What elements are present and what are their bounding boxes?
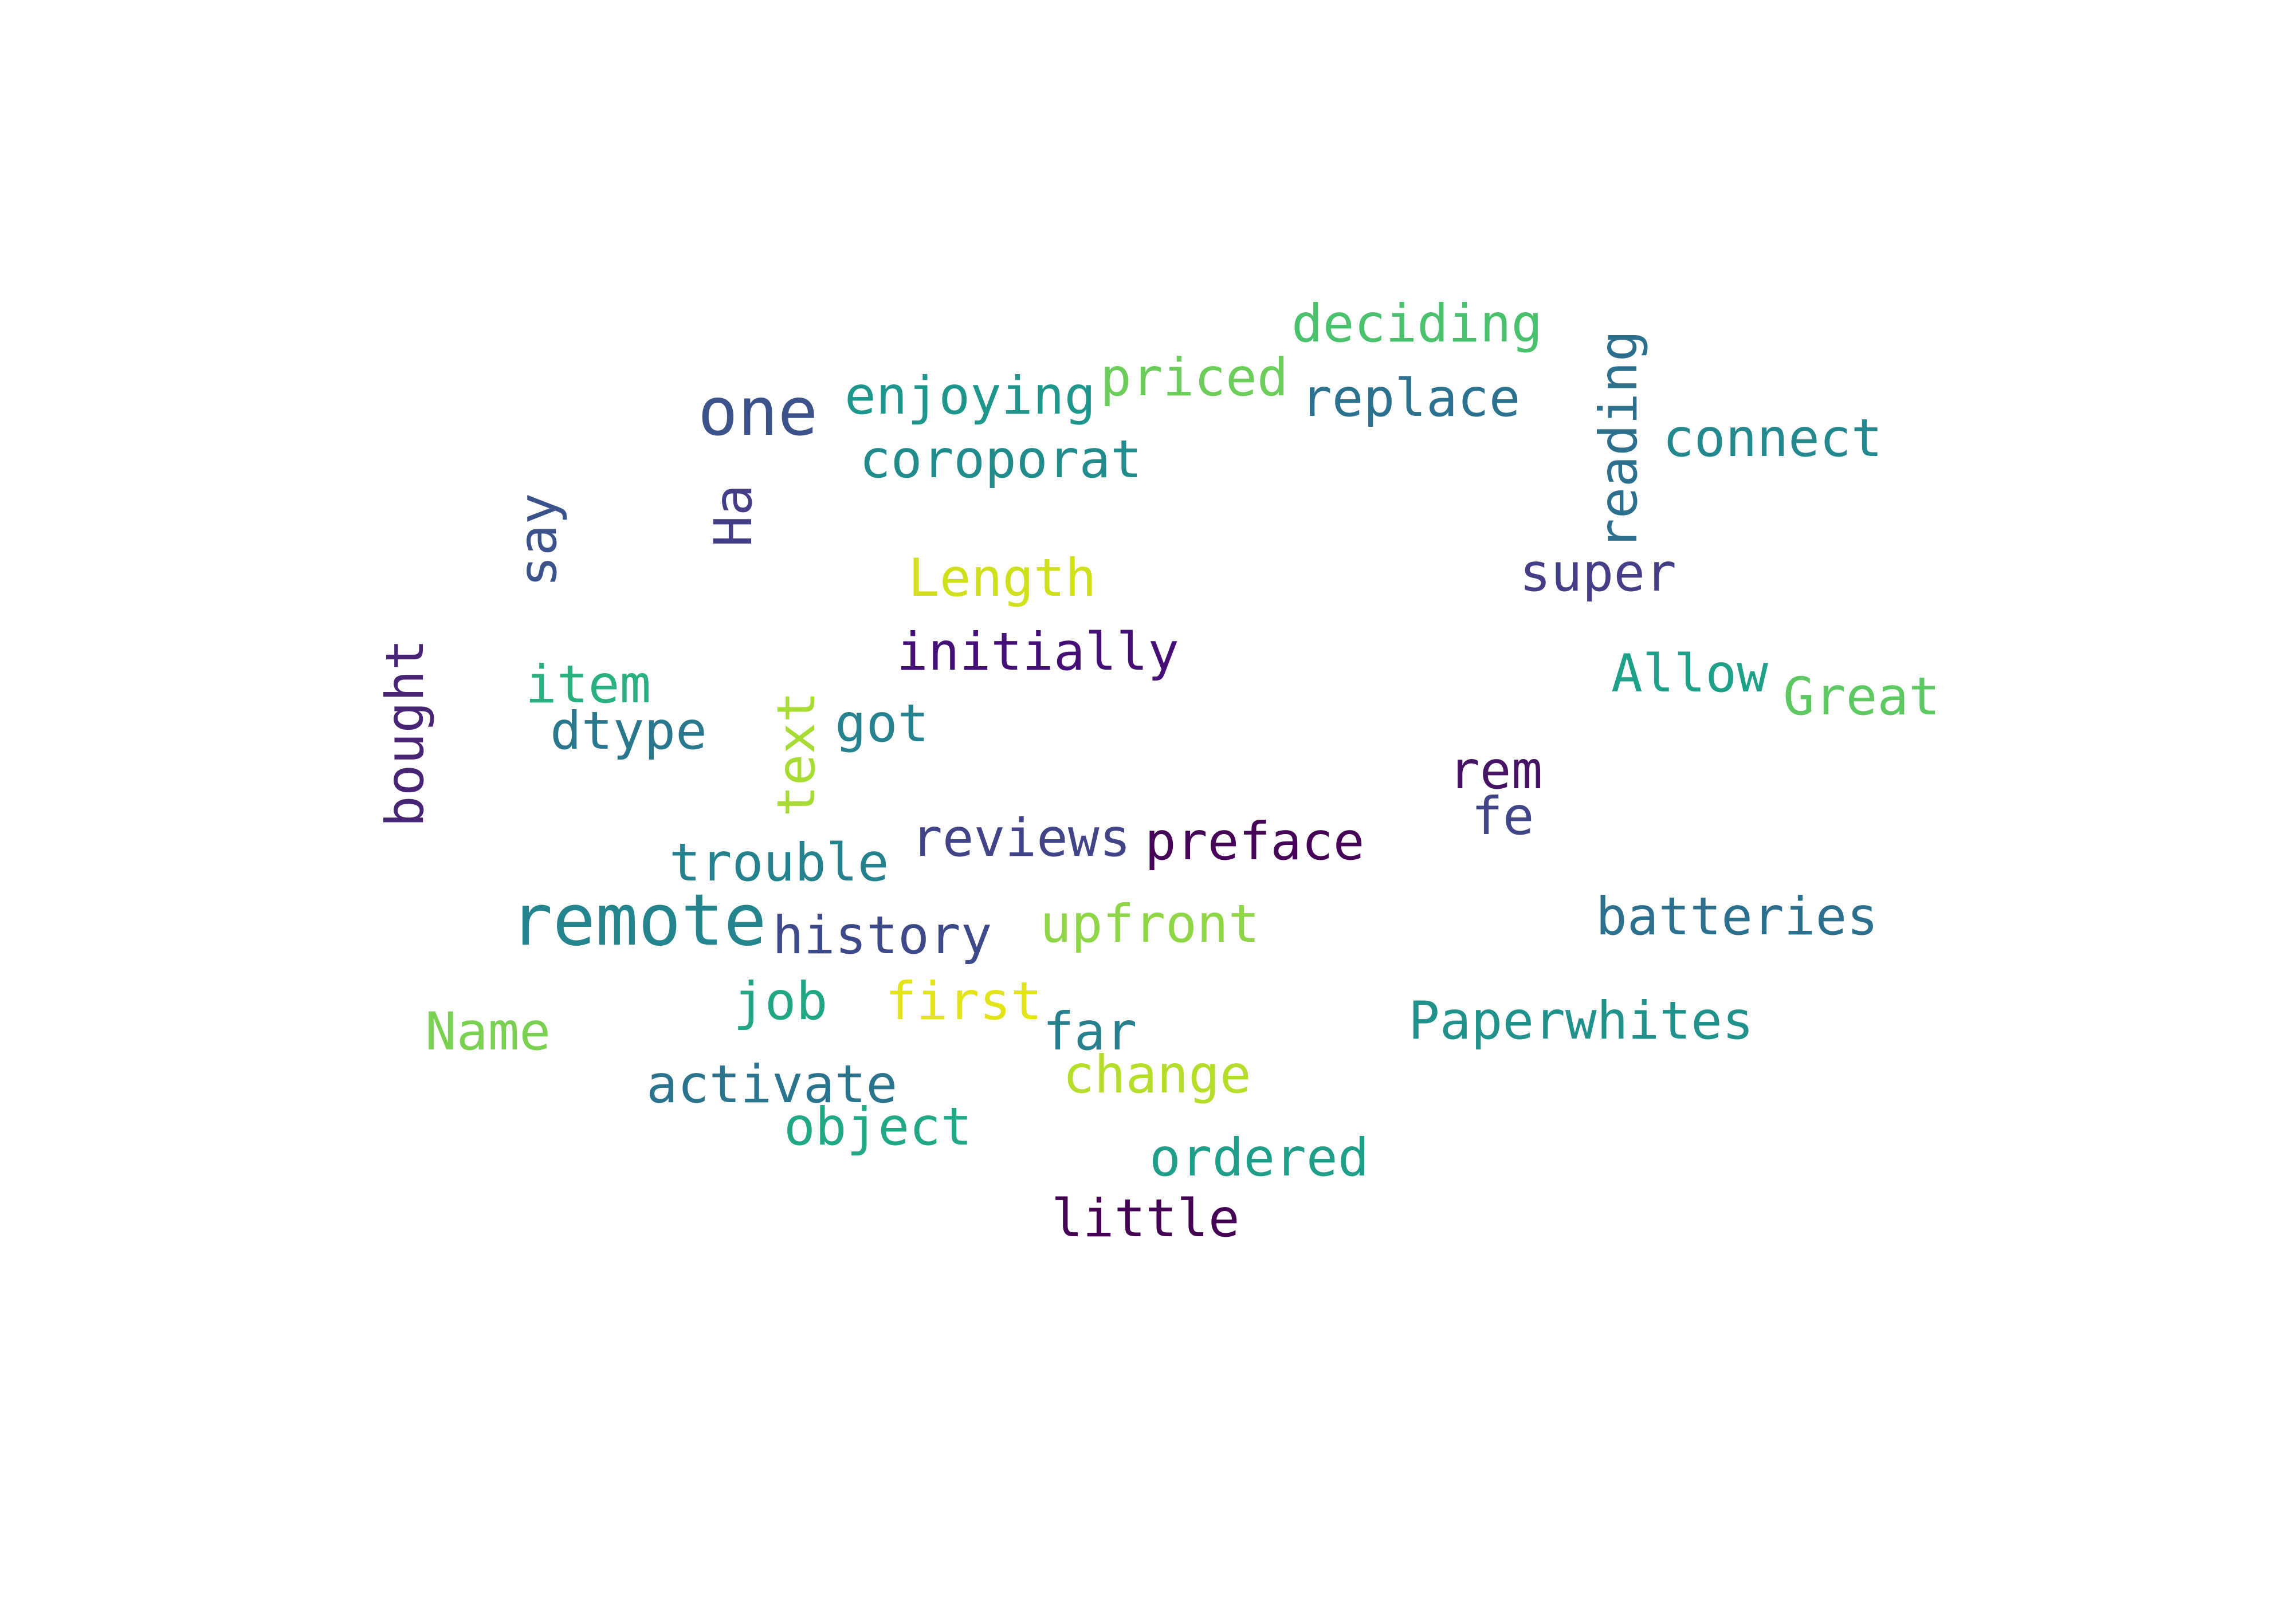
word-ordered: ordered — [1149, 1128, 1369, 1188]
word-one: one — [698, 373, 818, 451]
word-activate: activate — [646, 1055, 898, 1115]
word-change: change — [1063, 1045, 1251, 1105]
word-history: history — [772, 906, 992, 966]
word-far: far — [1043, 1002, 1137, 1062]
word-text: text — [767, 691, 827, 817]
word-dtype: dtype — [550, 701, 707, 761]
word-name: Name — [425, 1002, 551, 1062]
word-length: Length — [908, 548, 1097, 608]
word-deciding: deciding — [1291, 294, 1543, 354]
word-reviews: reviews — [911, 808, 1131, 868]
word-job: job — [733, 972, 828, 1032]
word-little: little — [1051, 1189, 1240, 1249]
word-batteries: batteries — [1596, 887, 1879, 947]
word-object: object — [784, 1097, 972, 1157]
word-upfront: upfront — [1040, 894, 1260, 954]
word-allow: Allow — [1611, 644, 1768, 704]
word-preface: preface — [1145, 812, 1365, 872]
word-reading: reading — [1589, 330, 1649, 550]
word-replace: replace — [1301, 368, 1521, 428]
word-coroporat: coroporat — [859, 430, 1142, 490]
word-connect: connect — [1663, 408, 1883, 469]
word-got: got — [835, 694, 929, 754]
word-super: super — [1519, 543, 1676, 603]
word-paperwhites: Paperwhites — [1408, 991, 1754, 1051]
word-great: Great — [1783, 667, 1940, 727]
word-priced: priced — [1100, 348, 1289, 408]
word-first: first — [885, 972, 1042, 1032]
word-enjoying: enjoying — [845, 366, 1096, 426]
word-trouble: trouble — [669, 833, 889, 893]
word-remote: remote — [510, 879, 767, 962]
word-initially: initially — [897, 622, 1180, 682]
word-item: item — [525, 655, 651, 715]
word-ha: Ha — [704, 484, 764, 547]
word-bought: bought — [375, 639, 435, 827]
word-rem: rem — [1448, 741, 1543, 801]
word-say: say — [508, 493, 568, 587]
word-fe: fe — [1471, 787, 1534, 847]
